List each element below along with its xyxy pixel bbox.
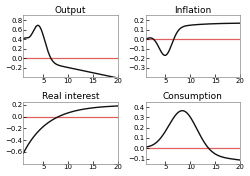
Title: Output: Output xyxy=(55,6,86,15)
Title: Consumption: Consumption xyxy=(163,92,223,101)
Title: Inflation: Inflation xyxy=(174,6,212,15)
Title: Real interest: Real interest xyxy=(42,92,99,101)
